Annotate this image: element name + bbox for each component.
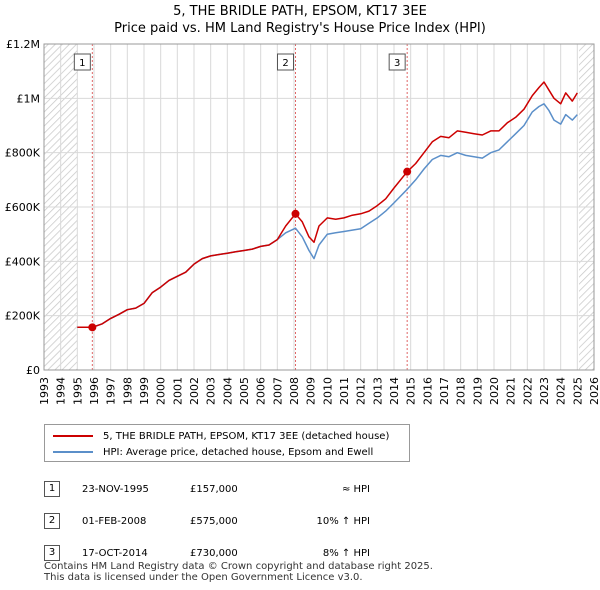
x-tick-label: 1994 (55, 377, 68, 405)
x-tick-label: 2011 (338, 377, 351, 405)
x-tick-label: 2016 (421, 377, 434, 405)
x-tick-label: 2010 (321, 377, 334, 405)
x-tick-label: 2005 (238, 377, 251, 405)
transaction-price: £575,000 (190, 515, 238, 527)
sale-marker-label: 1 (79, 58, 85, 69)
x-tick-label: 2026 (588, 377, 600, 405)
x-tick-label: 2019 (471, 377, 484, 405)
transaction-date: 01-FEB-2008 (82, 515, 147, 527)
x-tick-label: 1993 (38, 377, 51, 405)
transaction-date: 23-NOV-1995 (82, 483, 149, 495)
sale-marker-label: 3 (394, 58, 400, 69)
x-tick-label: 2007 (271, 377, 284, 405)
transaction-number-badge: 1 (44, 481, 60, 497)
y-tick-label: £1.2M (6, 38, 40, 51)
price-chart: 1 2 3 £0 £200K £400K £600K £800K £1M £1.2M 1993 19… (5, 38, 600, 405)
x-tick-label: 2001 (171, 377, 184, 405)
x-tick-label: 2013 (371, 377, 384, 405)
transaction-number-badge: 2 (44, 513, 60, 529)
transaction-price: £157,000 (190, 483, 238, 495)
x-tick-label: 1999 (138, 377, 151, 405)
x-tick-label: 2025 (571, 377, 584, 405)
y-tick-label: £800K (5, 147, 41, 160)
x-tick-label: 2000 (155, 377, 168, 405)
x-tick-label: 2018 (455, 377, 468, 405)
transaction-hpi-diff: ≈ HPI (341, 483, 370, 495)
x-tick-label: 2008 (288, 377, 301, 405)
sale-marker-box (388, 53, 406, 71)
transactions-table: 1 23-NOV-1995 £157,000 ≈ HPI 2 01-FEB-20… (44, 473, 370, 569)
legend-item-property: 5, THE BRIDLE PATH, EPSOM, KT17 3EE (det… (53, 429, 389, 443)
x-tick-label: 1998 (121, 377, 134, 405)
x-tick-label: 1996 (88, 377, 101, 405)
chart-legend: 5, THE BRIDLE PATH, EPSOM, KT17 3EE (det… (44, 424, 410, 462)
y-tick-label: £200K (5, 310, 41, 323)
property-series-line (77, 81, 578, 329)
x-tick-label: 2003 (205, 377, 218, 405)
legend-label-property: 5, THE BRIDLE PATH, EPSOM, KT17 3EE (det… (103, 430, 390, 442)
x-tick-label: 2022 (521, 377, 534, 405)
transaction-number-badge: 3 (44, 545, 60, 561)
footer-line-copyright: Contains HM Land Registry data © Crown c… (44, 561, 433, 572)
x-tick-label: 2015 (405, 377, 418, 405)
x-tick-label: 1995 (71, 377, 84, 405)
x-tick-label: 2017 (438, 377, 451, 405)
plot-frame (43, 43, 595, 371)
legend-line-property (53, 435, 93, 437)
chart-title: 5, THE BRIDLE PATH, EPSOM, KT17 3EE (173, 4, 427, 19)
chart-subtitle: Price paid vs. HM Land Registry's House … (114, 21, 486, 36)
footer-attribution: Contains HM Land Registry data © Crown c… (44, 561, 433, 583)
x-tick-label: 2009 (305, 377, 318, 405)
y-tick-label: £1M (17, 92, 41, 105)
footer-line-licence: This data is licensed under the Open Gov… (44, 572, 363, 583)
sale-marker-box (277, 53, 294, 71)
sale-marker-box (73, 53, 91, 71)
transaction-hpi-diff: 10% ↑ HPI (316, 515, 370, 527)
transaction-row: 1 23-NOV-1995 £157,000 ≈ HPI (44, 473, 370, 505)
legend-label-hpi: HPI: Average price, detached house, Epso… (103, 446, 374, 458)
x-tick-label: 2014 (388, 377, 401, 405)
x-tick-label: 2024 (555, 377, 568, 405)
x-tick-label: 2020 (488, 377, 501, 405)
x-tick-label: 2012 (355, 377, 368, 405)
transaction-date: 17-OCT-2014 (82, 547, 148, 559)
legend-item-hpi: HPI: Average price, detached house, Epso… (53, 445, 373, 459)
transaction-hpi-diff: 8% ↑ HPI (322, 547, 370, 559)
transaction-row: 2 01-FEB-2008 £575,000 10% ↑ HPI (44, 505, 370, 537)
y-tick-label: £400K (5, 255, 41, 268)
x-tick-label: 2021 (505, 377, 518, 405)
y-tick-label: £0 (26, 364, 40, 377)
legend-line-hpi (53, 451, 93, 453)
sale-marker-label: 2 (282, 58, 288, 69)
x-tick-label: 2002 (188, 377, 201, 405)
x-tick-label: 2023 (538, 377, 551, 405)
transaction-price: £730,000 (190, 547, 238, 559)
transaction-row: 3 17-OCT-2014 £730,000 8% ↑ HPI (44, 537, 370, 569)
x-tick-label: 2004 (221, 377, 234, 405)
sale-point (291, 209, 300, 218)
x-tick-label: 1997 (105, 377, 118, 405)
x-tick-label: 2006 (255, 377, 268, 405)
y-tick-label: £600K (5, 201, 41, 214)
sale-point (403, 167, 412, 176)
sale-point (88, 323, 97, 332)
